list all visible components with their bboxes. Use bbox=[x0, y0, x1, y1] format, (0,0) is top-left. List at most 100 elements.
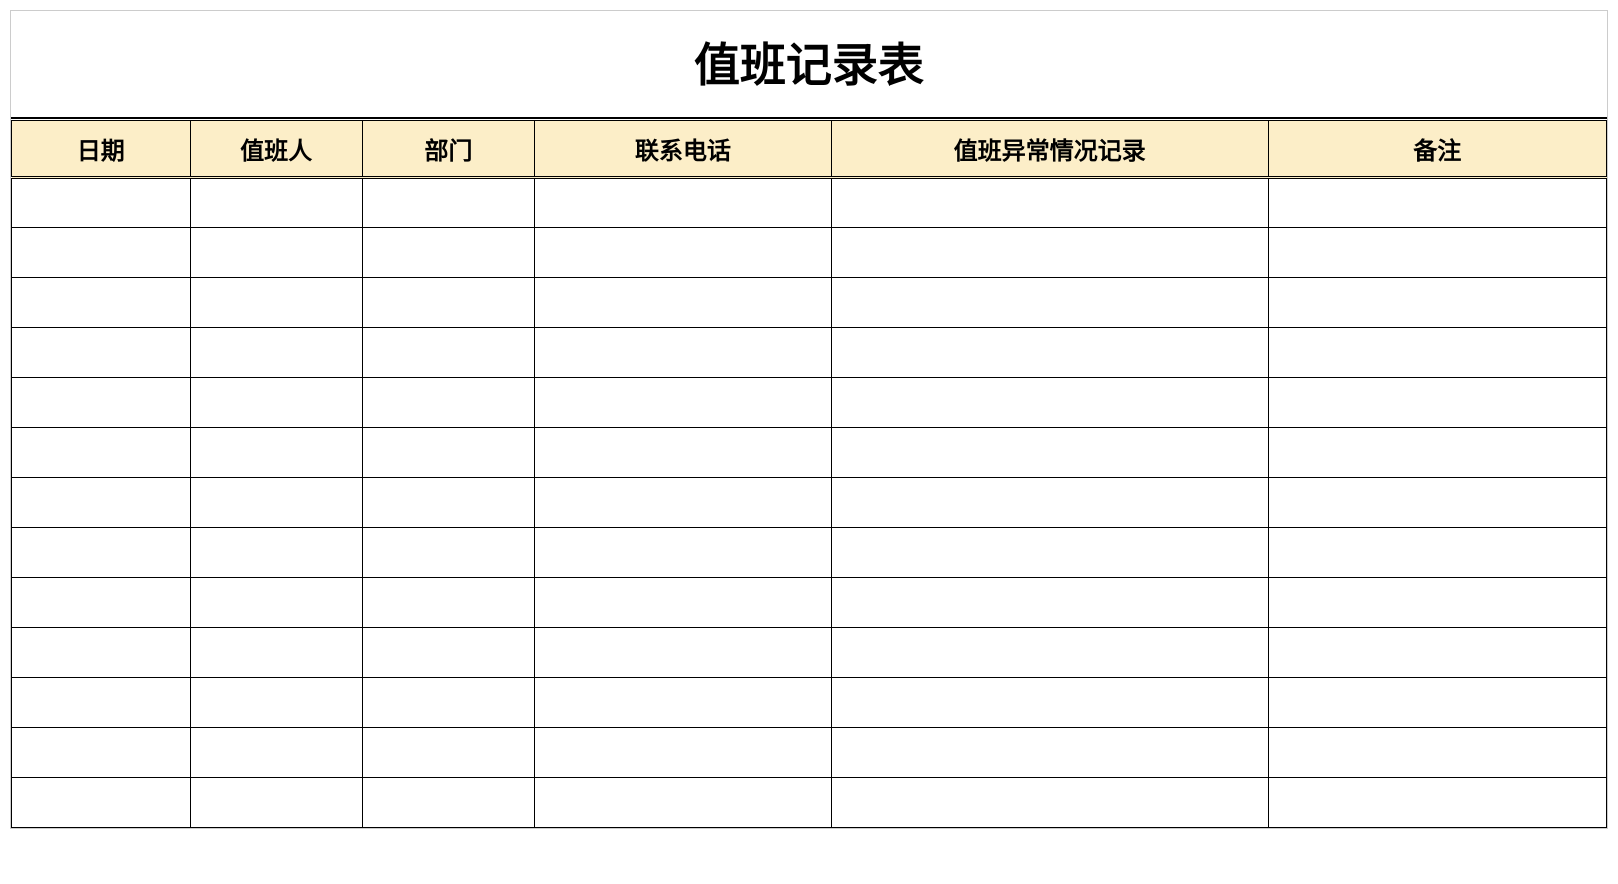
cell-date bbox=[12, 778, 191, 828]
cell-remark bbox=[1268, 328, 1606, 378]
cell-dept bbox=[362, 578, 534, 628]
table-body bbox=[12, 178, 1607, 828]
cell-person bbox=[190, 678, 362, 728]
duty-log-table: 日期 值班人 部门 联系电话 值班异常情况记录 备注 bbox=[11, 118, 1607, 828]
cell-abnormal bbox=[831, 428, 1268, 478]
cell-remark bbox=[1268, 528, 1606, 578]
cell-person bbox=[190, 478, 362, 528]
cell-abnormal bbox=[831, 678, 1268, 728]
cell-date bbox=[12, 378, 191, 428]
cell-dept bbox=[362, 478, 534, 528]
cell-phone bbox=[535, 778, 832, 828]
cell-person bbox=[190, 728, 362, 778]
cell-abnormal bbox=[831, 478, 1268, 528]
cell-date bbox=[12, 478, 191, 528]
cell-abnormal bbox=[831, 628, 1268, 678]
table-row bbox=[12, 628, 1607, 678]
table-row bbox=[12, 478, 1607, 528]
cell-dept bbox=[362, 528, 534, 578]
cell-date bbox=[12, 678, 191, 728]
cell-person bbox=[190, 328, 362, 378]
page-title: 值班记录表 bbox=[11, 11, 1607, 118]
cell-phone bbox=[535, 178, 832, 228]
cell-abnormal bbox=[831, 228, 1268, 278]
cell-abnormal bbox=[831, 528, 1268, 578]
table-row bbox=[12, 378, 1607, 428]
table-header-row: 日期 值班人 部门 联系电话 值班异常情况记录 备注 bbox=[12, 120, 1607, 178]
cell-date bbox=[12, 578, 191, 628]
cell-dept bbox=[362, 778, 534, 828]
cell-person bbox=[190, 778, 362, 828]
col-header-date: 日期 bbox=[12, 120, 191, 178]
cell-abnormal bbox=[831, 328, 1268, 378]
cell-remark bbox=[1268, 578, 1606, 628]
table-row bbox=[12, 528, 1607, 578]
cell-remark bbox=[1268, 678, 1606, 728]
cell-remark bbox=[1268, 228, 1606, 278]
cell-phone bbox=[535, 428, 832, 478]
cell-phone bbox=[535, 678, 832, 728]
cell-dept bbox=[362, 328, 534, 378]
cell-person bbox=[190, 528, 362, 578]
cell-date bbox=[12, 628, 191, 678]
cell-date bbox=[12, 528, 191, 578]
duty-log-container: 值班记录表 日期 值班人 部门 联系电话 值班异常情况记录 备注 bbox=[10, 10, 1608, 829]
cell-phone bbox=[535, 478, 832, 528]
cell-person bbox=[190, 278, 362, 328]
col-header-phone: 联系电话 bbox=[535, 120, 832, 178]
cell-date bbox=[12, 328, 191, 378]
cell-dept bbox=[362, 428, 534, 478]
table-row bbox=[12, 728, 1607, 778]
cell-remark bbox=[1268, 278, 1606, 328]
col-header-dept: 部门 bbox=[362, 120, 534, 178]
cell-remark bbox=[1268, 778, 1606, 828]
table-row bbox=[12, 278, 1607, 328]
cell-dept bbox=[362, 728, 534, 778]
cell-dept bbox=[362, 228, 534, 278]
cell-phone bbox=[535, 578, 832, 628]
cell-abnormal bbox=[831, 178, 1268, 228]
table-row bbox=[12, 678, 1607, 728]
cell-remark bbox=[1268, 378, 1606, 428]
cell-remark bbox=[1268, 478, 1606, 528]
col-header-person: 值班人 bbox=[190, 120, 362, 178]
cell-dept bbox=[362, 678, 534, 728]
cell-remark bbox=[1268, 428, 1606, 478]
cell-phone bbox=[535, 378, 832, 428]
cell-person bbox=[190, 578, 362, 628]
cell-phone bbox=[535, 328, 832, 378]
cell-person bbox=[190, 378, 362, 428]
cell-person bbox=[190, 428, 362, 478]
cell-abnormal bbox=[831, 378, 1268, 428]
cell-abnormal bbox=[831, 728, 1268, 778]
col-header-remark: 备注 bbox=[1268, 120, 1606, 178]
cell-remark bbox=[1268, 628, 1606, 678]
cell-phone bbox=[535, 628, 832, 678]
cell-phone bbox=[535, 728, 832, 778]
col-header-abnormal: 值班异常情况记录 bbox=[831, 120, 1268, 178]
cell-dept bbox=[362, 278, 534, 328]
table-row bbox=[12, 428, 1607, 478]
cell-person bbox=[190, 228, 362, 278]
cell-abnormal bbox=[831, 778, 1268, 828]
table-row bbox=[12, 328, 1607, 378]
cell-remark bbox=[1268, 178, 1606, 228]
cell-date bbox=[12, 228, 191, 278]
table-row bbox=[12, 778, 1607, 828]
cell-date bbox=[12, 728, 191, 778]
cell-date bbox=[12, 278, 191, 328]
table-row bbox=[12, 578, 1607, 628]
cell-dept bbox=[362, 378, 534, 428]
cell-phone bbox=[535, 278, 832, 328]
cell-date bbox=[12, 428, 191, 478]
cell-phone bbox=[535, 528, 832, 578]
cell-abnormal bbox=[831, 578, 1268, 628]
cell-person bbox=[190, 178, 362, 228]
cell-abnormal bbox=[831, 278, 1268, 328]
cell-dept bbox=[362, 178, 534, 228]
table-row bbox=[12, 228, 1607, 278]
table-row bbox=[12, 178, 1607, 228]
cell-date bbox=[12, 178, 191, 228]
cell-phone bbox=[535, 228, 832, 278]
cell-dept bbox=[362, 628, 534, 678]
